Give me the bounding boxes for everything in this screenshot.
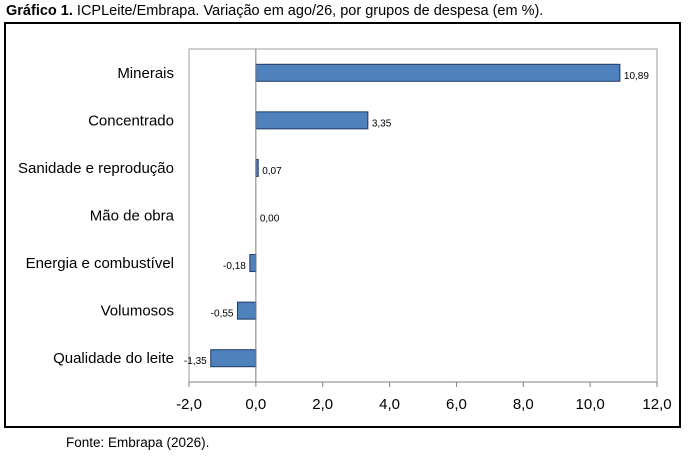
category-label-3: Mão de obra (90, 208, 175, 225)
bar-0 (255, 63, 621, 82)
x-tick-label-0: -2,0 (176, 396, 202, 413)
x-tick-label-7: 12,0 (642, 396, 671, 413)
bar-6 (210, 349, 257, 368)
chart-frame (4, 22, 681, 428)
category-label-2: Sanidade e reprodução (18, 160, 174, 177)
bar-5 (236, 301, 257, 320)
category-label-6: Qualidade do leite (53, 350, 174, 367)
category-label-4: Energia e combustível (26, 255, 174, 272)
category-label-0: Minerais (117, 65, 174, 82)
data-label-0: 10,89 (624, 71, 649, 82)
x-tick-label-2: 2,0 (312, 396, 333, 413)
data-label-1: 3,35 (372, 118, 392, 129)
bar-1 (255, 111, 369, 130)
x-tick-label-6: 10,0 (576, 396, 605, 413)
data-label-3: 0,00 (260, 214, 280, 225)
x-tick-label-3: 4,0 (379, 396, 400, 413)
source-note: Fonte: Embrapa (2026). (66, 435, 210, 450)
category-label-1: Concentrado (88, 112, 174, 129)
x-tick-label-1: 0,0 (245, 396, 266, 413)
chart-title-prefix: Gráfico 1. (6, 3, 73, 19)
x-tick-label-5: 8,0 (513, 396, 534, 413)
category-label-5: Volumosos (101, 303, 174, 320)
chart-title-text: ICPLeite/Embrapa. Variação em ago/26, po… (76, 3, 544, 19)
data-label-2: 0,07 (262, 166, 282, 177)
data-label-4: -0,18 (223, 261, 246, 272)
chart-title: Gráfico 1. ICPLeite/Embrapa. Variação em… (6, 3, 543, 19)
x-tick-label-4: 6,0 (446, 396, 467, 413)
data-label-5: -0,55 (211, 309, 234, 320)
bar-4 (249, 254, 257, 273)
data-label-6: -1,35 (184, 356, 207, 367)
